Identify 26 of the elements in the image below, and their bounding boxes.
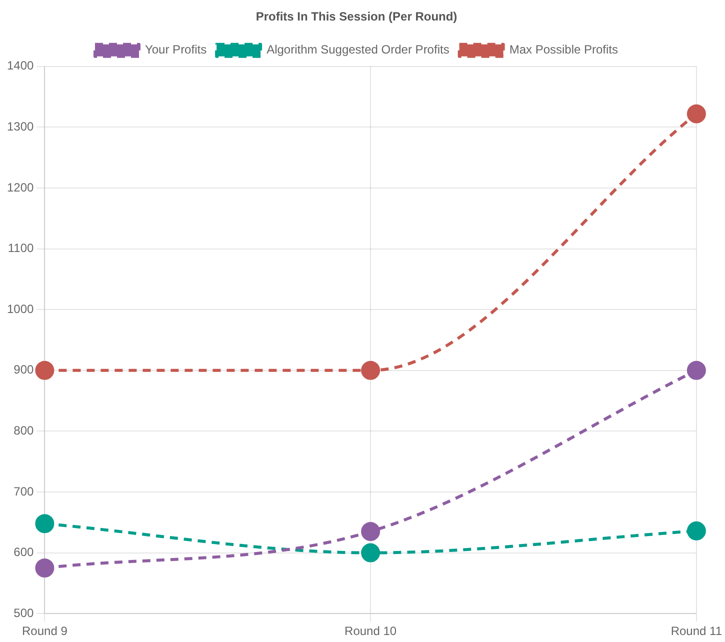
y-tick-label: 1400 bbox=[6, 58, 34, 73]
point bbox=[361, 522, 380, 542]
y-tick-label: 1200 bbox=[6, 180, 34, 194]
y-tick-label: 1300 bbox=[6, 120, 34, 134]
point bbox=[361, 360, 380, 380]
y-tick-label: 1100 bbox=[8, 241, 34, 256]
x-tick-label: Round 9 bbox=[22, 624, 68, 638]
x-tick-label: Round 10 bbox=[344, 624, 397, 638]
y-tick-label: 700 bbox=[14, 484, 34, 498]
y-tick-label: 900 bbox=[14, 362, 34, 377]
point bbox=[35, 514, 54, 534]
y-tick-label: 1000 bbox=[6, 302, 34, 316]
y-tick-label: 800 bbox=[14, 424, 34, 438]
legend-label: Max Possible Profits bbox=[509, 42, 618, 57]
chart-title: Profits In This Session (Per Round) bbox=[256, 10, 458, 24]
point bbox=[686, 521, 706, 540]
legend-label: Your Profits bbox=[144, 42, 207, 57]
point bbox=[361, 543, 380, 562]
y-tick-label: 600 bbox=[14, 545, 34, 560]
point bbox=[35, 558, 54, 578]
legend-label: Algorithm Suggested Order Profits bbox=[266, 42, 450, 57]
x-tick-label: Round 11 bbox=[670, 624, 722, 638]
point bbox=[686, 360, 706, 380]
point bbox=[686, 104, 706, 124]
point bbox=[35, 360, 54, 380]
y-tick-label: 500 bbox=[14, 606, 34, 620]
